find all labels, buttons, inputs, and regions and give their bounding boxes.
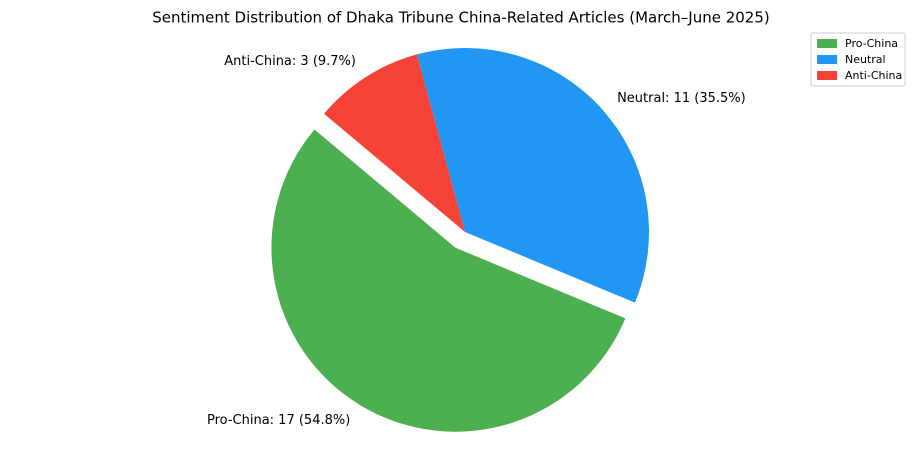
legend: Pro-China Neutral Anti-China bbox=[810, 32, 906, 87]
pie-slice bbox=[271, 129, 626, 432]
legend-swatch bbox=[817, 55, 837, 64]
legend-label: Pro-China bbox=[845, 37, 898, 50]
legend-label: Neutral bbox=[845, 53, 886, 66]
slice-label: Pro-China: 17 (54.8%) bbox=[207, 413, 350, 428]
pie-slice bbox=[324, 54, 465, 232]
slice-label: Neutral: 11 (35.5%) bbox=[617, 91, 746, 106]
pie-slice bbox=[416, 47, 649, 303]
slice-label: Anti-China: 3 (9.7%) bbox=[224, 54, 356, 69]
legend-swatch bbox=[817, 39, 837, 48]
chart-title: Sentiment Distribution of Dhaka Tribune … bbox=[152, 9, 770, 27]
legend-label: Anti-China bbox=[845, 69, 902, 82]
legend-swatch bbox=[817, 71, 837, 80]
